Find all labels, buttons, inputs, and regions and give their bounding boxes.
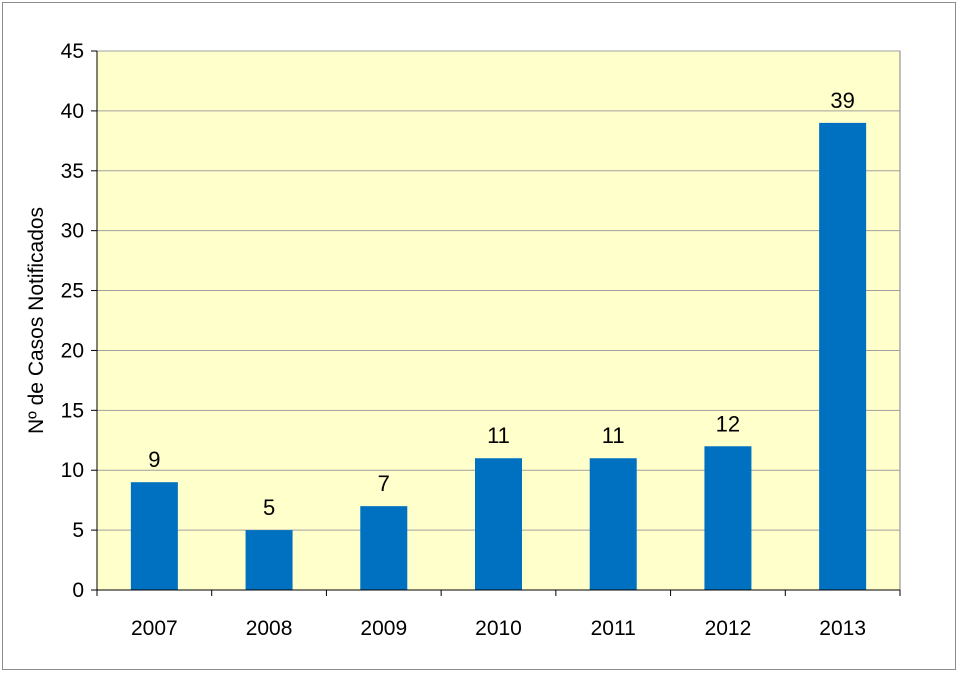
- bar: [589, 458, 637, 590]
- y-tick-label: 30: [61, 220, 84, 243]
- bar: [245, 530, 293, 590]
- x-tick-label: 2010: [475, 617, 522, 640]
- y-axis-title: Nº de Casos Notificados: [25, 207, 48, 434]
- data-label: 39: [830, 88, 854, 113]
- x-tick-label: 2009: [360, 617, 407, 640]
- x-tick-label: 2013: [819, 617, 866, 640]
- bar: [130, 482, 178, 590]
- bar: [704, 446, 752, 590]
- y-tick-label: 40: [61, 100, 84, 123]
- y-tick-label: 15: [61, 399, 84, 422]
- x-tick-label: 2008: [246, 617, 293, 640]
- y-tick-label: 45: [61, 40, 84, 63]
- x-tick-label: 2011: [591, 617, 636, 640]
- y-tick-label: 20: [61, 339, 84, 362]
- data-label: 5: [263, 495, 275, 520]
- bar: [475, 458, 522, 590]
- bars: [130, 122, 867, 590]
- data-label: 9: [148, 447, 160, 472]
- data-label: 11: [602, 423, 625, 448]
- x-axis: 2007 2008 2009 2010 2011 2012 2013: [96, 589, 901, 640]
- data-labels: 9 5 7 11 11 12 39: [148, 88, 855, 520]
- data-label: 11: [487, 423, 510, 448]
- y-tick-label: 0: [72, 579, 84, 602]
- y-tick-label: 25: [61, 280, 84, 303]
- data-label: 7: [378, 471, 390, 496]
- y-tick-label: 10: [61, 459, 84, 482]
- data-label: 12: [716, 411, 740, 436]
- y-tick-label: 5: [72, 519, 84, 542]
- bar: [819, 122, 867, 590]
- bar: [360, 506, 408, 590]
- y-axis: 0 5 10 15 20 25 30 35 40 45: [61, 40, 98, 602]
- x-tick-label: 2007: [131, 617, 178, 640]
- y-tick-label: 35: [61, 160, 84, 183]
- x-tick-label: 2012: [705, 617, 752, 640]
